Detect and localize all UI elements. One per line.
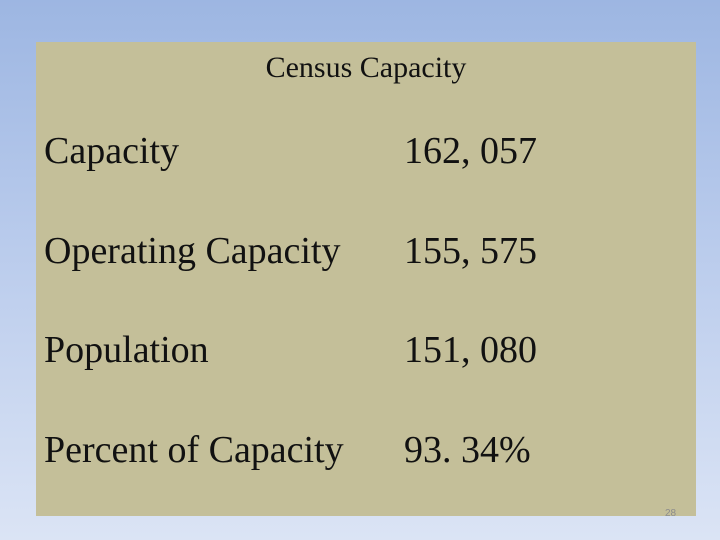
- page-number: 28: [665, 508, 677, 519]
- content-panel: Census Capacity Capacity 162, 057 Operat…: [36, 42, 696, 516]
- row-label: Population: [44, 329, 209, 371]
- row-label: Percent of Capacity: [44, 429, 344, 471]
- row-label: Operating Capacity: [44, 230, 341, 272]
- row-percent-of-capacity: Percent of Capacity 93. 34%: [44, 426, 684, 474]
- row-value: 93. 34%: [404, 429, 531, 471]
- row-value: 162, 057: [404, 130, 537, 172]
- row-capacity: Capacity 162, 057: [44, 127, 684, 175]
- slide-title: Census Capacity: [265, 51, 467, 84]
- row-value: 155, 575: [404, 230, 537, 272]
- row-value: 151, 080: [404, 329, 537, 371]
- row-label: Capacity: [44, 130, 180, 172]
- row-operating-capacity: Operating Capacity 155, 575: [44, 227, 684, 275]
- row-population: Population 151, 080: [44, 326, 684, 374]
